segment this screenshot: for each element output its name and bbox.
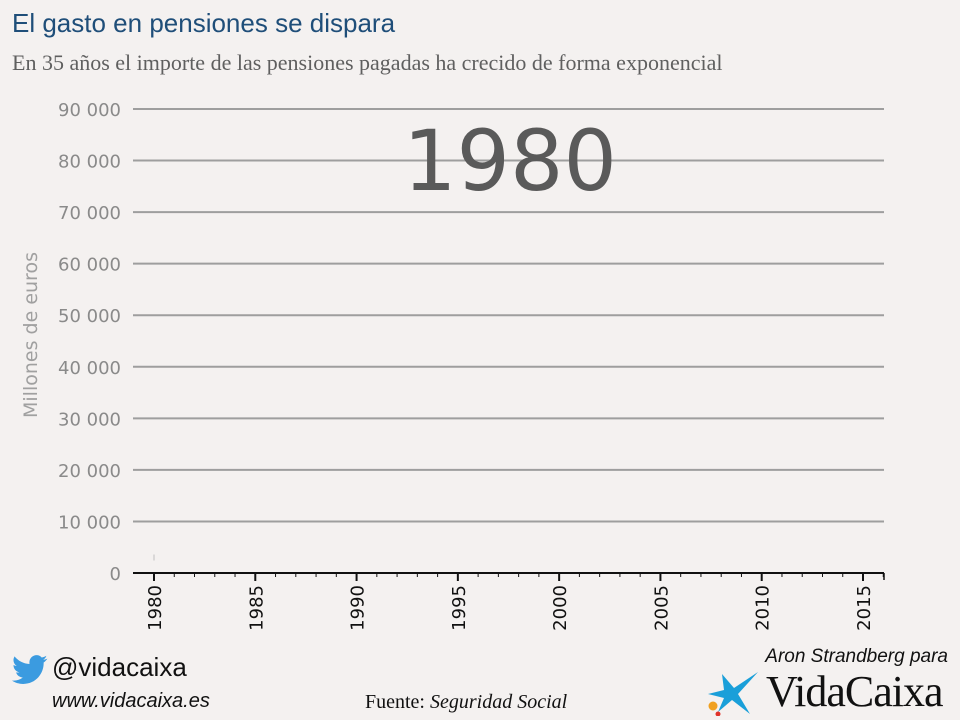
website-link[interactable]: www.vidacaixa.es	[52, 690, 210, 712]
source-name: Seguridad Social	[430, 691, 568, 713]
grid-lines	[133, 108, 884, 523]
y-tick-label: 30 000	[58, 409, 121, 430]
x-minor-ticks	[173, 573, 884, 577]
x-tick-labels: 1980 1985 1990 1995 2000 2005 2010 2015	[145, 573, 875, 631]
y-tick-label: 40 000	[58, 358, 121, 379]
y-tick-label: 70 000	[58, 203, 121, 224]
x-tick-label: 2005	[651, 585, 672, 631]
y-tick-labels: 0 10 000 20 000 30 000 40 000 50 000 60 000 70 …	[58, 100, 121, 585]
x-tick-label: 1995	[449, 585, 470, 631]
y-tick-label: 50 000	[58, 306, 121, 327]
caixa-star-icon	[708, 672, 758, 716]
chart-title: El gasto en pensiones se dispara	[12, 8, 396, 38]
brand-logo-text: VidaCaixa	[766, 667, 944, 716]
x-tick-label: 2015	[854, 585, 875, 631]
y-axis-label: Millones de euros	[20, 252, 42, 418]
x-tick-label: 1990	[348, 585, 369, 631]
x-tick-label: 1985	[246, 585, 267, 631]
x-tick-label: 2010	[753, 585, 774, 631]
x-tick-label: 2000	[550, 585, 571, 631]
y-tick-label: 10 000	[58, 512, 121, 533]
y-tick-label: 60 000	[58, 255, 121, 276]
source-prefix: Fuente:	[365, 691, 430, 713]
x-tick-label: 1980	[145, 585, 166, 631]
chart-subtitle: En 35 años el importe de las pensiones p…	[12, 50, 723, 75]
current-year-label: 1980	[403, 112, 617, 210]
twitter-bird-icon	[12, 655, 48, 684]
twitter-handle[interactable]: @vidacaixa	[52, 652, 187, 682]
author-credit: Aron Strandberg para	[765, 646, 948, 667]
y-tick-label: 0	[110, 564, 121, 585]
source-note: Fuente: Seguridad Social	[365, 691, 567, 714]
y-tick-label: 90 000	[58, 100, 121, 121]
y-tick-label: 80 000	[58, 152, 121, 173]
y-tick-label: 20 000	[58, 461, 121, 482]
